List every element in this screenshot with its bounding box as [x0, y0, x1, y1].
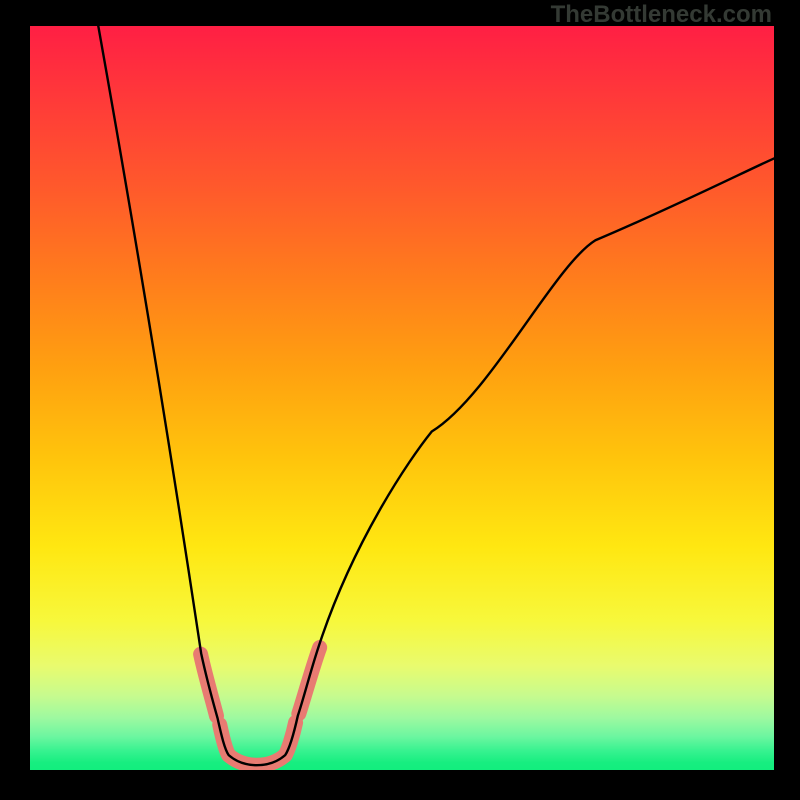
chart-stage: TheBottleneck.com — [0, 0, 800, 800]
plot-area — [30, 26, 774, 770]
plot-svg — [30, 26, 774, 770]
watermark-text: TheBottleneck.com — [551, 1, 772, 29]
